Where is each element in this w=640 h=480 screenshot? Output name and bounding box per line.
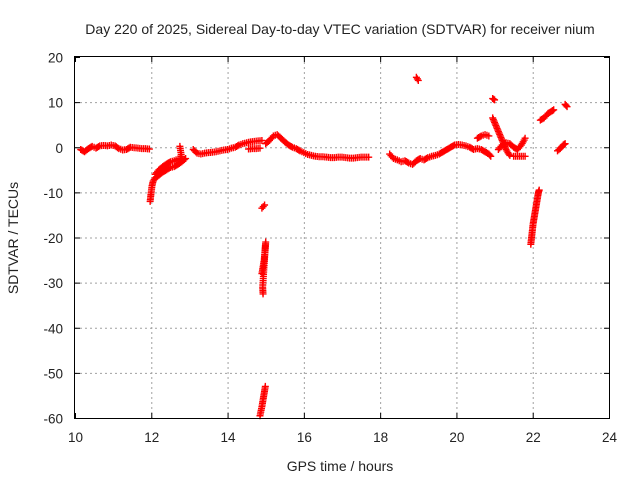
data-point — [258, 136, 266, 144]
x-tick-label: 22 — [526, 430, 541, 445]
data-point — [234, 142, 242, 150]
ticks — [75, 57, 610, 419]
data-point — [563, 103, 571, 111]
data-point — [486, 151, 494, 159]
data-point — [506, 151, 514, 159]
y-tick-label: -30 — [43, 276, 63, 291]
data-point — [521, 134, 529, 142]
x-axis-label: GPS time / hours — [287, 458, 394, 474]
data-points — [77, 73, 571, 420]
tick-labels: 10 12 14 16 18 20 22 24 20 10 0 -10 -20 -30 -40 -50 -60 — [43, 51, 617, 446]
data-point — [521, 152, 529, 160]
data-point — [95, 143, 103, 151]
y-tick-label: -40 — [43, 321, 63, 336]
x-tick-label: 14 — [221, 430, 237, 445]
plot-frame — [74, 56, 610, 419]
data-point — [114, 144, 122, 152]
data-point — [259, 290, 267, 298]
data-point — [413, 75, 421, 83]
data-point — [261, 382, 269, 390]
y-tick-label: -60 — [43, 412, 63, 427]
data-point — [449, 142, 457, 150]
x-tick-label: 10 — [68, 430, 83, 445]
x-tick-label: 20 — [449, 430, 464, 445]
data-point — [535, 186, 543, 194]
data-point — [505, 150, 513, 158]
y-tick-label: 20 — [48, 51, 63, 66]
data-point — [485, 132, 493, 140]
x-tick-label: 24 — [602, 430, 618, 445]
data-point — [561, 140, 569, 148]
x-tick-label: 12 — [144, 430, 159, 445]
data-point — [550, 106, 558, 114]
data-point — [261, 201, 269, 209]
data-point — [287, 142, 295, 150]
data-point — [259, 203, 267, 211]
data-point — [365, 153, 373, 161]
data-point — [403, 158, 411, 166]
data-point — [176, 142, 184, 150]
y-axis-label: SDTVAR / TECUs — [5, 182, 21, 294]
data-point — [423, 154, 431, 162]
data-point — [562, 102, 570, 110]
x-tick-label: 16 — [297, 430, 312, 445]
chart-title: Day 220 of 2025, Sidereal Day-to-day VTE… — [85, 21, 594, 37]
y-tick-label: -20 — [43, 231, 63, 246]
data-point — [256, 144, 264, 152]
data-point — [491, 96, 499, 104]
y-tick-label: -50 — [43, 366, 63, 381]
data-point — [487, 152, 495, 160]
y-tick-label: 0 — [55, 141, 63, 156]
y-tick-label: -10 — [43, 186, 63, 201]
x-tick-label: 18 — [373, 430, 388, 445]
data-point — [476, 133, 484, 141]
data-point — [165, 164, 173, 172]
y-tick-label: 10 — [48, 96, 63, 111]
data-point — [414, 76, 422, 84]
data-point — [165, 158, 173, 166]
data-point — [145, 145, 153, 153]
